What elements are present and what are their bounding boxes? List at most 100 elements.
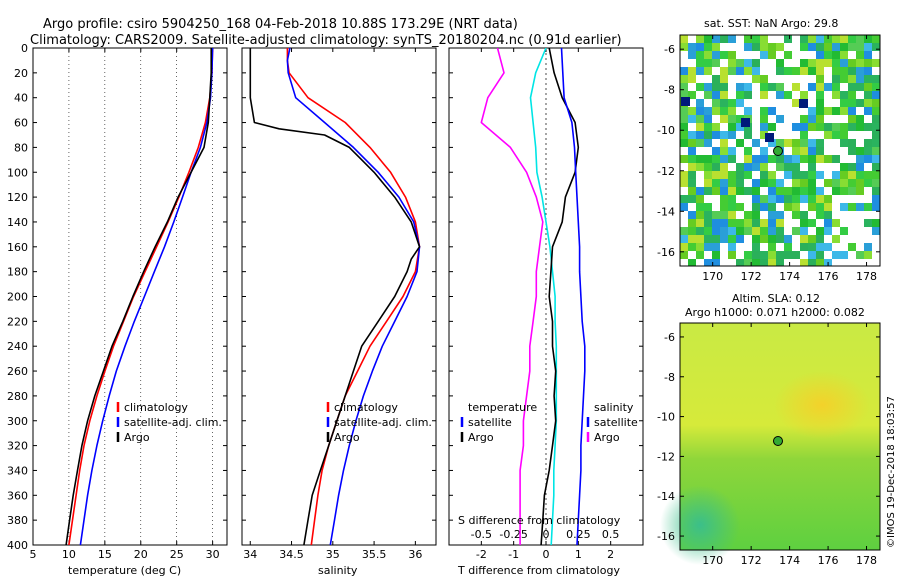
sst-cell xyxy=(840,139,848,147)
sst-cell xyxy=(872,179,880,187)
sst-cell xyxy=(736,235,744,243)
depth-tick-label: 400 xyxy=(7,539,28,552)
sst-cell xyxy=(704,155,712,163)
sst-cell xyxy=(808,147,816,155)
sst-cell xyxy=(704,219,712,227)
legend-argo: Argo xyxy=(124,431,150,444)
sst-cell xyxy=(728,147,736,155)
sst-cell xyxy=(768,83,776,91)
sst-cell xyxy=(808,67,816,75)
sst-cell xyxy=(872,163,880,171)
map-lat-tick-label: -10 xyxy=(657,124,675,137)
depth-tick-label: 200 xyxy=(7,291,28,304)
sst-cell xyxy=(800,227,808,235)
sst-cell xyxy=(816,67,824,75)
sst-cell xyxy=(696,227,704,235)
sst-cell xyxy=(864,219,872,227)
sst-cell xyxy=(712,59,720,67)
sst-cell xyxy=(688,155,696,163)
sst-cell xyxy=(824,51,832,59)
sst-cell xyxy=(744,211,752,219)
depth-tick-label: 40 xyxy=(14,92,28,105)
sst-cell xyxy=(688,75,696,83)
depth-tick-label: 260 xyxy=(7,365,28,378)
sst-cell xyxy=(744,59,752,67)
legend-satellite-adj: satellite-adj. clim. xyxy=(334,416,432,429)
sst-cell xyxy=(760,131,768,139)
sst-cell xyxy=(872,75,880,83)
sst-cell xyxy=(704,131,712,139)
sst-cell xyxy=(712,91,720,99)
sst-cell xyxy=(816,251,824,259)
sst-cell xyxy=(704,163,712,171)
sst-cell xyxy=(784,155,792,163)
temperature-x-tick-label: 5 xyxy=(30,548,37,561)
sst-cell xyxy=(712,243,720,251)
sst-cell xyxy=(848,75,856,83)
sst-cell xyxy=(728,107,736,115)
sst-cell xyxy=(688,235,696,243)
series-line-salinity-satellite xyxy=(529,48,558,545)
sst-cell xyxy=(752,227,760,235)
sst-cell xyxy=(872,171,880,179)
s-diff-tick-label: -0.25 xyxy=(499,528,527,541)
sst-cell xyxy=(704,35,712,43)
sst-cell xyxy=(704,227,712,235)
legend-temp-satellite: satellite xyxy=(468,416,512,429)
sst-cell xyxy=(776,251,784,259)
sst-cell xyxy=(776,227,784,235)
sst-cell xyxy=(808,179,816,187)
sst-cell xyxy=(816,235,824,243)
sst-cell xyxy=(752,259,760,266)
sst-cell xyxy=(760,83,768,91)
difference-x-tick-label: -2 xyxy=(476,548,487,561)
map-lat-tick-label: -10 xyxy=(657,411,675,424)
sst-cell xyxy=(832,83,840,91)
sst-cell xyxy=(840,227,848,235)
sst-cell xyxy=(864,203,872,211)
depth-tick-labels: 0 20 40 60 80 100 120 140 160 180 200 220 240 260 280 3… xyxy=(7,42,643,552)
sst-cell xyxy=(744,155,752,163)
difference-series xyxy=(480,48,586,545)
difference-x-tick-label: -1 xyxy=(508,548,519,561)
sst-cell-cold xyxy=(681,97,690,106)
sst-cell xyxy=(696,163,704,171)
sst-cell xyxy=(808,203,816,211)
sst-cell xyxy=(680,91,688,99)
sst-cell xyxy=(696,123,704,131)
sst-cell xyxy=(760,219,768,227)
sst-cell xyxy=(832,75,840,83)
sst-cell xyxy=(784,243,792,251)
sst-cell xyxy=(800,187,808,195)
s-diff-tick-label: 0 xyxy=(543,528,550,541)
series-line-argo-salinity xyxy=(560,48,586,545)
sst-cell xyxy=(712,235,720,243)
sst-cell xyxy=(872,219,880,227)
depth-tick-label: 360 xyxy=(7,489,28,502)
sst-cell xyxy=(760,171,768,179)
sst-cell xyxy=(824,59,832,67)
sst-cell xyxy=(872,123,880,131)
sst-cell xyxy=(688,131,696,139)
sst-cell xyxy=(856,251,864,259)
sst-cell xyxy=(784,91,792,99)
sst-cell xyxy=(808,163,816,171)
sst-cell xyxy=(848,147,856,155)
sst-map-field xyxy=(680,35,880,266)
sst-cell xyxy=(840,163,848,171)
sst-cell xyxy=(824,219,832,227)
sst-cell xyxy=(816,43,824,51)
temperature-grid xyxy=(32,48,213,545)
temperature-x-tick-label: 30 xyxy=(206,548,220,561)
sst-cell xyxy=(840,171,848,179)
sst-cell xyxy=(712,51,720,59)
map-lon-tick-label: 174 xyxy=(779,554,800,567)
sst-cell xyxy=(864,83,872,91)
depth-tick-label: 220 xyxy=(7,315,28,328)
sst-cell xyxy=(840,131,848,139)
sst-cell xyxy=(856,51,864,59)
sst-cell xyxy=(760,259,768,266)
sst-cell xyxy=(808,155,816,163)
sst-cell xyxy=(704,67,712,75)
sst-cell xyxy=(760,227,768,235)
